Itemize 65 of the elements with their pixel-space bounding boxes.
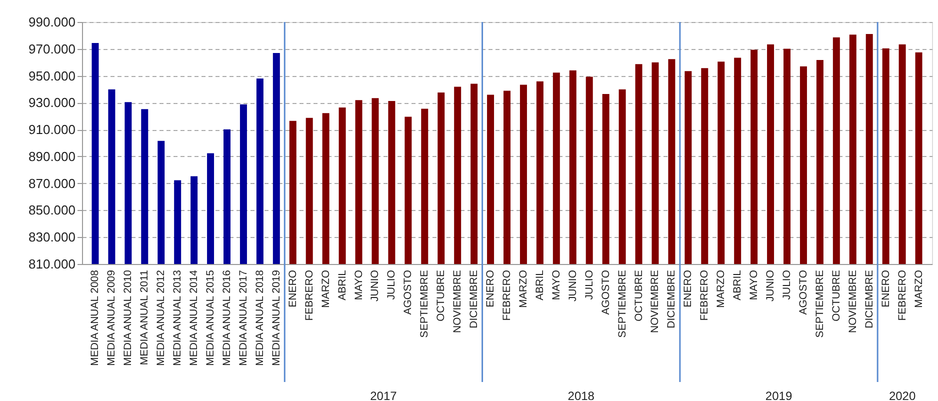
x-tick-label: NOVIEMBRE xyxy=(649,270,662,334)
x-tick-label: MAYO xyxy=(550,270,562,300)
x-tick-label: MEDIA ANUAL 2011 xyxy=(138,270,151,366)
x-tick-label: JUNIO xyxy=(369,270,382,302)
x-tick-label: ABRIL xyxy=(336,270,348,300)
x-tick-label: ABRIL xyxy=(534,270,546,300)
x-tick-label: OCTUBRE xyxy=(830,270,842,322)
x-tick-label: MAYO xyxy=(748,270,760,300)
x-tick-label: DICIEMBRE xyxy=(863,270,876,328)
x-tick-label: ABRIL xyxy=(732,270,744,300)
x-tick-label: SEPTIEMBRE xyxy=(418,270,431,338)
x-tick-label: MEDIA ANUAL 2013 xyxy=(172,270,184,366)
x-tick-label: MEDIA ANUAL 2009 xyxy=(106,270,118,366)
x-tick-label: JUNIO xyxy=(566,270,579,302)
y-tick-label: 890.000 xyxy=(28,148,76,164)
x-tick-label: MEDIA ANUAL 2019 xyxy=(270,270,282,366)
x-tick-label: MEDIA ANUAL 2017 xyxy=(237,270,250,366)
x-tick-label: DICIEMBRE xyxy=(468,270,480,328)
y-tick-label: 850.000 xyxy=(28,202,76,218)
x-tick-label: JULIO xyxy=(386,270,398,300)
x-tick-label: MEDIA ANUAL 2010 xyxy=(122,270,134,366)
text: 2019 xyxy=(765,389,792,401)
x-tick-label: ENERO xyxy=(286,270,299,308)
y-tick-label: 870.000 xyxy=(28,176,76,191)
x-tick-label: MARZO xyxy=(912,270,925,308)
y-tick-label: 950.000 xyxy=(28,68,76,84)
text: 2017 xyxy=(370,389,398,401)
text: 2018 xyxy=(568,389,595,401)
x-tick-label: JULIO xyxy=(781,270,793,300)
y-tick-label: 930.000 xyxy=(28,95,76,110)
x-tick-label: MEDIA ANUAL 2008 xyxy=(89,270,102,366)
x-tick-label: MARZO xyxy=(320,270,332,308)
x-tick-label: FEBRERO xyxy=(896,270,908,321)
x-tick-label: MEDIA ANUAL 2016 xyxy=(221,270,233,366)
y-tick-label: 970.000 xyxy=(28,41,76,56)
x-tick-label: MEDIA ANUAL 2015 xyxy=(204,270,217,366)
y-tick-label: 910.000 xyxy=(28,122,76,138)
x-tick-label: MARZO xyxy=(517,270,530,308)
y-tick-label: 990.000 xyxy=(28,14,76,30)
x-tick-label: FEBRERO xyxy=(303,270,316,321)
x-tick-label: SEPTIEMBRE xyxy=(814,270,826,338)
x-tick-label: FEBRERO xyxy=(501,270,513,321)
x-tick-label: NOVIEMBRE xyxy=(452,270,464,334)
y-tick-label: 810.000 xyxy=(28,256,76,272)
x-tick-label: MARZO xyxy=(715,270,728,308)
x-tick-label: OCTUBRE xyxy=(435,270,448,322)
x-tick-label: MEDIA ANUAL 2018 xyxy=(254,270,266,366)
x-tick-label: SEPTIEMBRE xyxy=(616,270,628,338)
x-tick-label: MAYO xyxy=(352,270,365,300)
x-tick-label: NOVIEMBRE xyxy=(846,270,859,334)
x-tick-label: AGOSTO xyxy=(402,270,414,315)
x-tick-label: JULIO xyxy=(583,270,596,300)
x-tick-label: MEDIA ANUAL 2012 xyxy=(155,270,168,366)
x-tick-label: AGOSTO xyxy=(600,270,612,315)
x-tick-label: MEDIA ANUAL 2014 xyxy=(188,270,200,366)
x-tick-label: AGOSTO xyxy=(797,270,810,315)
y-tick-label: 830.000 xyxy=(28,230,76,245)
x-tick-label: DICIEMBRE xyxy=(666,270,678,328)
x-tick-label: ENERO xyxy=(484,270,497,308)
x-tick-label: ENERO xyxy=(682,270,694,308)
x-tick-label: OCTUBRE xyxy=(632,270,645,322)
text: 2020 xyxy=(888,389,916,401)
x-tick-label: FEBRERO xyxy=(698,270,711,321)
x-tick-label: ENERO xyxy=(880,270,892,308)
x-tick-label: JUNIO xyxy=(764,270,777,302)
